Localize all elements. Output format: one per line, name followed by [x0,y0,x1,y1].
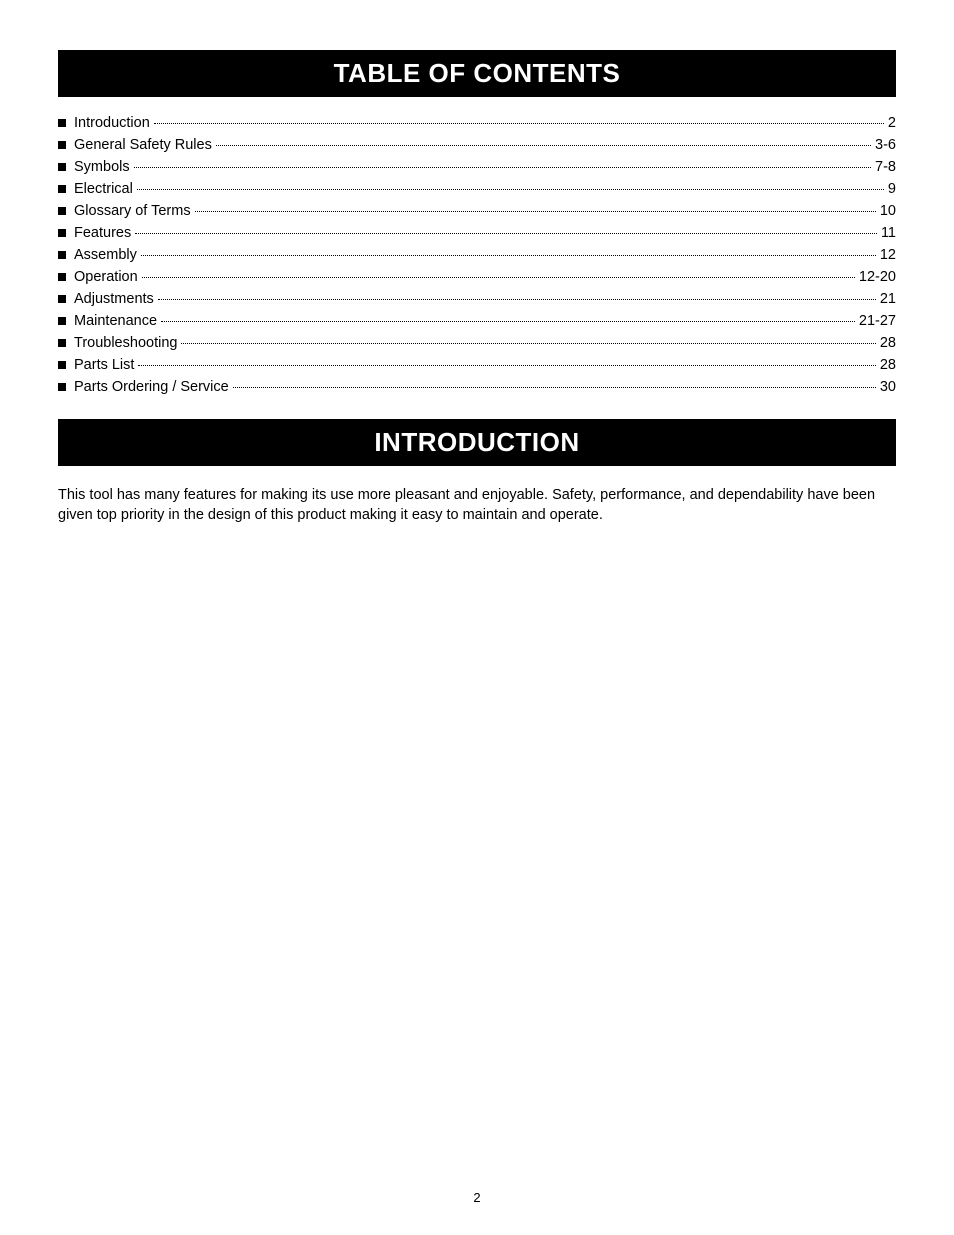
toc-page: 2 [886,115,896,131]
toc-item: Parts List 28 [58,357,896,373]
toc-item: Introduction 2 [58,115,896,131]
toc-page: 9 [886,181,896,197]
toc-leader-dots [195,211,876,212]
toc-page: 28 [878,335,896,351]
toc-label: General Safety Rules [74,137,214,153]
toc-page: 12-20 [857,269,896,285]
toc-leader-dots [137,189,884,190]
square-bullet-icon [58,207,66,215]
toc-page: 3-6 [873,137,896,153]
page-number: 2 [473,1190,480,1205]
square-bullet-icon [58,339,66,347]
toc-leader-dots [161,321,855,322]
toc-label: Maintenance [74,313,159,329]
square-bullet-icon [58,273,66,281]
toc-leader-dots [142,277,855,278]
toc-title: TABLE OF CONTENTS [334,58,621,88]
toc-page: 30 [878,379,896,395]
toc-header: TABLE OF CONTENTS [58,50,896,97]
toc-item: General Safety Rules 3-6 [58,137,896,153]
toc-page: 11 [879,225,896,241]
square-bullet-icon [58,383,66,391]
toc-leader-dots [233,387,876,388]
toc-leader-dots [141,255,876,256]
toc-label: Parts Ordering / Service [74,379,231,395]
toc-item: Parts Ordering / Service 30 [58,379,896,395]
toc-item: Assembly 12 [58,247,896,263]
toc-leader-dots [216,145,871,146]
square-bullet-icon [58,185,66,193]
toc-page: 10 [878,203,896,219]
toc-item: Glossary of Terms 10 [58,203,896,219]
toc-leader-dots [138,365,875,366]
toc-page: 12 [878,247,896,263]
toc-label: Troubleshooting [74,335,179,351]
toc-page: 28 [878,357,896,373]
toc-list: Introduction 2 General Safety Rules 3-6 … [58,115,896,395]
toc-label: Parts List [74,357,136,373]
toc-page: 21 [878,291,896,307]
toc-item: Electrical 9 [58,181,896,197]
square-bullet-icon [58,163,66,171]
toc-label: Features [74,225,133,241]
toc-item: Operation 12-20 [58,269,896,285]
toc-item: Adjustments 21 [58,291,896,307]
toc-label: Electrical [74,181,135,197]
toc-page: 21-27 [857,313,896,329]
toc-label: Operation [74,269,140,285]
square-bullet-icon [58,119,66,127]
toc-leader-dots [181,343,875,344]
toc-label: Assembly [74,247,139,263]
toc-item: Maintenance 21-27 [58,313,896,329]
introduction-title: INTRODUCTION [374,427,579,457]
square-bullet-icon [58,141,66,149]
toc-leader-dots [134,167,871,168]
toc-page: 7-8 [873,159,896,175]
toc-leader-dots [154,123,884,124]
toc-leader-dots [158,299,876,300]
introduction-body: This tool has many features for making i… [58,486,896,525]
toc-label: Introduction [74,115,152,131]
introduction-header: INTRODUCTION [58,419,896,466]
square-bullet-icon [58,361,66,369]
square-bullet-icon [58,317,66,325]
toc-item: Features 11 [58,225,896,241]
square-bullet-icon [58,295,66,303]
toc-item: Symbols 7-8 [58,159,896,175]
toc-item: Troubleshooting 28 [58,335,896,351]
toc-leader-dots [135,233,877,234]
toc-label: Adjustments [74,291,156,307]
square-bullet-icon [58,251,66,259]
toc-label: Glossary of Terms [74,203,193,219]
square-bullet-icon [58,229,66,237]
toc-label: Symbols [74,159,132,175]
